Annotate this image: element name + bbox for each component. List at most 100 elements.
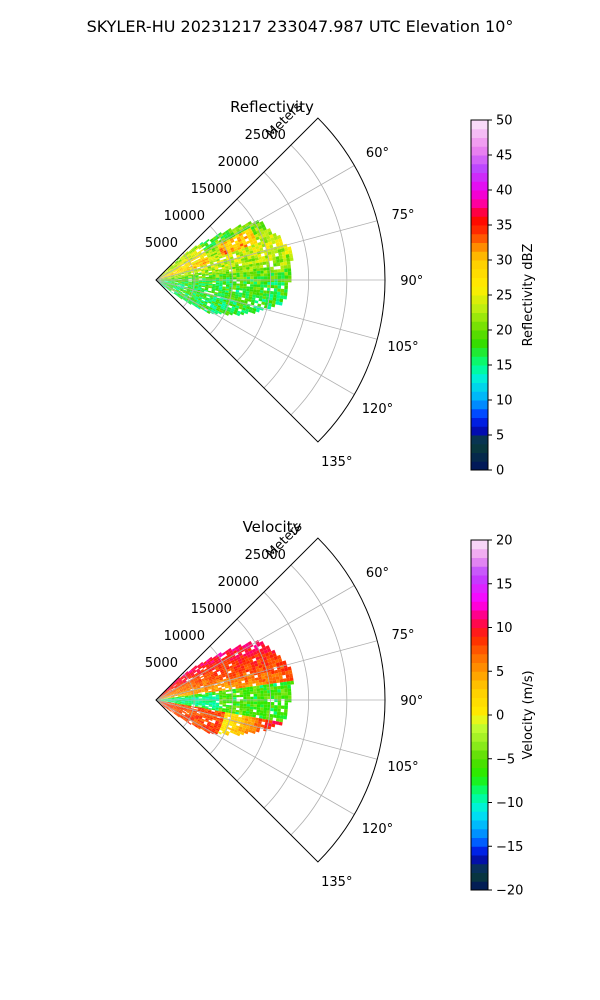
radar-cell bbox=[238, 652, 243, 657]
radar-cell bbox=[198, 273, 202, 276]
radar-cell bbox=[277, 272, 282, 276]
radar-cell bbox=[174, 276, 178, 278]
radar-cell bbox=[228, 672, 233, 676]
colorbar-tick-label: 10 bbox=[496, 621, 513, 636]
radar-cell bbox=[234, 660, 239, 664]
radar-cell bbox=[174, 685, 178, 688]
radar-cell bbox=[185, 713, 189, 717]
radar-cell bbox=[162, 272, 166, 275]
radar-cell bbox=[233, 281, 237, 284]
radar-cell bbox=[225, 693, 230, 696]
radar-cell bbox=[239, 692, 244, 695]
radar-cell bbox=[239, 710, 243, 713]
radar-cell bbox=[277, 658, 283, 663]
radar-cell bbox=[203, 248, 208, 252]
radar-cell bbox=[236, 254, 241, 258]
radar-cell bbox=[251, 719, 256, 723]
radar-cell bbox=[242, 250, 247, 254]
radar-cell bbox=[237, 678, 242, 682]
radar-cell bbox=[253, 688, 257, 692]
radar-cell bbox=[231, 264, 236, 268]
radar-cell bbox=[269, 716, 274, 721]
radar-cell bbox=[239, 701, 244, 704]
radar-cell bbox=[288, 669, 293, 675]
radar-cell bbox=[290, 680, 295, 685]
radar-cell bbox=[180, 262, 184, 265]
radar-cell bbox=[186, 718, 190, 722]
radar-cell bbox=[259, 682, 263, 686]
radar-cell bbox=[170, 695, 175, 698]
radar-cell bbox=[177, 702, 182, 704]
radar-cell bbox=[175, 709, 180, 712]
radar-cell bbox=[289, 677, 294, 682]
radar-cell bbox=[170, 685, 174, 689]
radar-cell bbox=[245, 682, 249, 686]
radar-cell bbox=[184, 262, 188, 266]
radar-cell bbox=[194, 285, 199, 288]
radar-cell bbox=[198, 296, 203, 299]
radar-cell bbox=[184, 286, 188, 289]
radar-cell bbox=[174, 700, 179, 702]
radar-cell bbox=[250, 301, 255, 306]
radar-cell bbox=[191, 295, 196, 299]
radar-cell bbox=[252, 669, 257, 673]
radar-cell bbox=[182, 297, 187, 301]
radar-cell bbox=[184, 697, 189, 699]
radar-cell bbox=[263, 270, 268, 274]
radar-cell bbox=[214, 253, 219, 257]
radar-cell bbox=[268, 651, 273, 656]
radar-cell bbox=[261, 653, 267, 658]
radar-cell bbox=[164, 278, 168, 280]
radar-cell bbox=[246, 276, 251, 280]
radar-cell bbox=[230, 728, 235, 732]
radar-cell bbox=[221, 711, 226, 715]
radar-cell bbox=[160, 278, 165, 280]
radar-cell bbox=[194, 269, 198, 272]
radar-cell bbox=[209, 250, 213, 254]
radar-cell bbox=[187, 287, 191, 289]
radar-cell bbox=[205, 658, 210, 663]
radar-cell bbox=[204, 301, 208, 304]
radar-cell bbox=[262, 293, 267, 297]
radar-cell bbox=[187, 286, 192, 289]
radar-cell bbox=[218, 709, 223, 712]
radar-cell bbox=[183, 260, 187, 263]
radar-cell bbox=[203, 675, 208, 678]
radar-cell bbox=[258, 298, 263, 302]
radar-cell bbox=[232, 243, 237, 248]
radar-cell bbox=[187, 674, 192, 678]
radar-cell bbox=[209, 716, 214, 720]
radar-cell bbox=[186, 710, 190, 713]
radar-cell bbox=[221, 688, 226, 691]
radar-cell bbox=[241, 309, 246, 314]
radar-cell bbox=[166, 705, 170, 708]
radar-cell bbox=[273, 291, 278, 295]
radar-cell bbox=[202, 665, 206, 669]
radar-cell bbox=[178, 687, 183, 690]
radar-cell bbox=[235, 654, 240, 659]
radar-cell bbox=[179, 269, 184, 272]
radar-cell bbox=[191, 296, 195, 300]
colorbar-segment bbox=[471, 330, 488, 340]
radar-cell bbox=[194, 271, 199, 274]
radar-cell bbox=[174, 698, 179, 700]
radar-cell bbox=[170, 273, 174, 275]
radar-cell bbox=[167, 281, 172, 283]
radar-cell bbox=[205, 680, 210, 684]
radar-cell bbox=[232, 688, 237, 692]
radar-cell bbox=[215, 285, 220, 288]
radar-cell bbox=[160, 280, 165, 282]
radar-cell bbox=[201, 274, 206, 276]
radar-cell bbox=[167, 276, 171, 278]
radar-cell bbox=[174, 702, 178, 704]
radar-cell bbox=[198, 297, 203, 300]
radar-cell bbox=[176, 288, 180, 291]
radar-cell bbox=[238, 240, 243, 245]
radar-cell bbox=[195, 261, 199, 265]
radar-cell bbox=[165, 690, 169, 694]
radar-cell bbox=[248, 258, 252, 263]
radar-cell bbox=[162, 692, 166, 695]
radar-cell bbox=[248, 309, 253, 313]
panel-reflectivity: Reflectivity500010000150002000025000Mete… bbox=[145, 98, 536, 479]
radar-cell bbox=[200, 670, 205, 674]
